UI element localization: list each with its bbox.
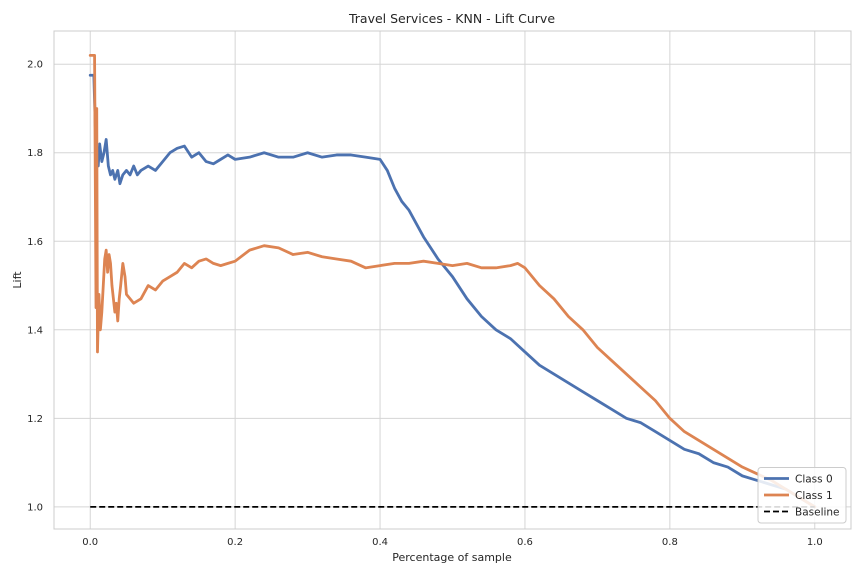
series-line-class-1 — [88, 53, 817, 509]
series-layer — [88, 53, 817, 509]
y-tick-label: 1.6 — [27, 237, 43, 248]
y-tick-label: 1.8 — [27, 148, 43, 159]
y-axis-label: Lift — [11, 271, 24, 289]
series-line-class-0 — [88, 73, 817, 509]
x-axis-label: Percentage of sample — [392, 551, 512, 564]
y-tick-label: 1.2 — [27, 414, 43, 425]
legend-label: Class 1 — [795, 490, 833, 502]
legend-label: Class 0 — [795, 473, 833, 485]
legend-box — [757, 467, 847, 524]
legend-label: Baseline — [795, 506, 840, 518]
legend: Class 0 Class 1 Baseline — [757, 467, 847, 524]
chart-title: Travel Services - KNN - Lift Curve — [348, 11, 555, 26]
y-tick-label: 1.4 — [27, 325, 43, 336]
x-tick-label: 0.4 — [372, 537, 388, 548]
x-tick-label: 0.8 — [662, 537, 678, 548]
x-tick-label: 0.2 — [227, 537, 243, 548]
tick-labels: 0.0 0.2 0.4 0.6 0.8 1.0 1.0 1.2 1.4 1.6 1.8 2.0 — [27, 60, 823, 548]
x-tick-label: 1.0 — [807, 537, 823, 548]
y-tick-label: 2.0 — [27, 60, 43, 71]
plot-frame — [53, 30, 852, 530]
grid-lines — [54, 31, 851, 529]
x-tick-label: 0.6 — [517, 537, 533, 548]
x-tick-label: 0.0 — [82, 537, 98, 548]
y-tick-label: 1.0 — [27, 502, 43, 513]
